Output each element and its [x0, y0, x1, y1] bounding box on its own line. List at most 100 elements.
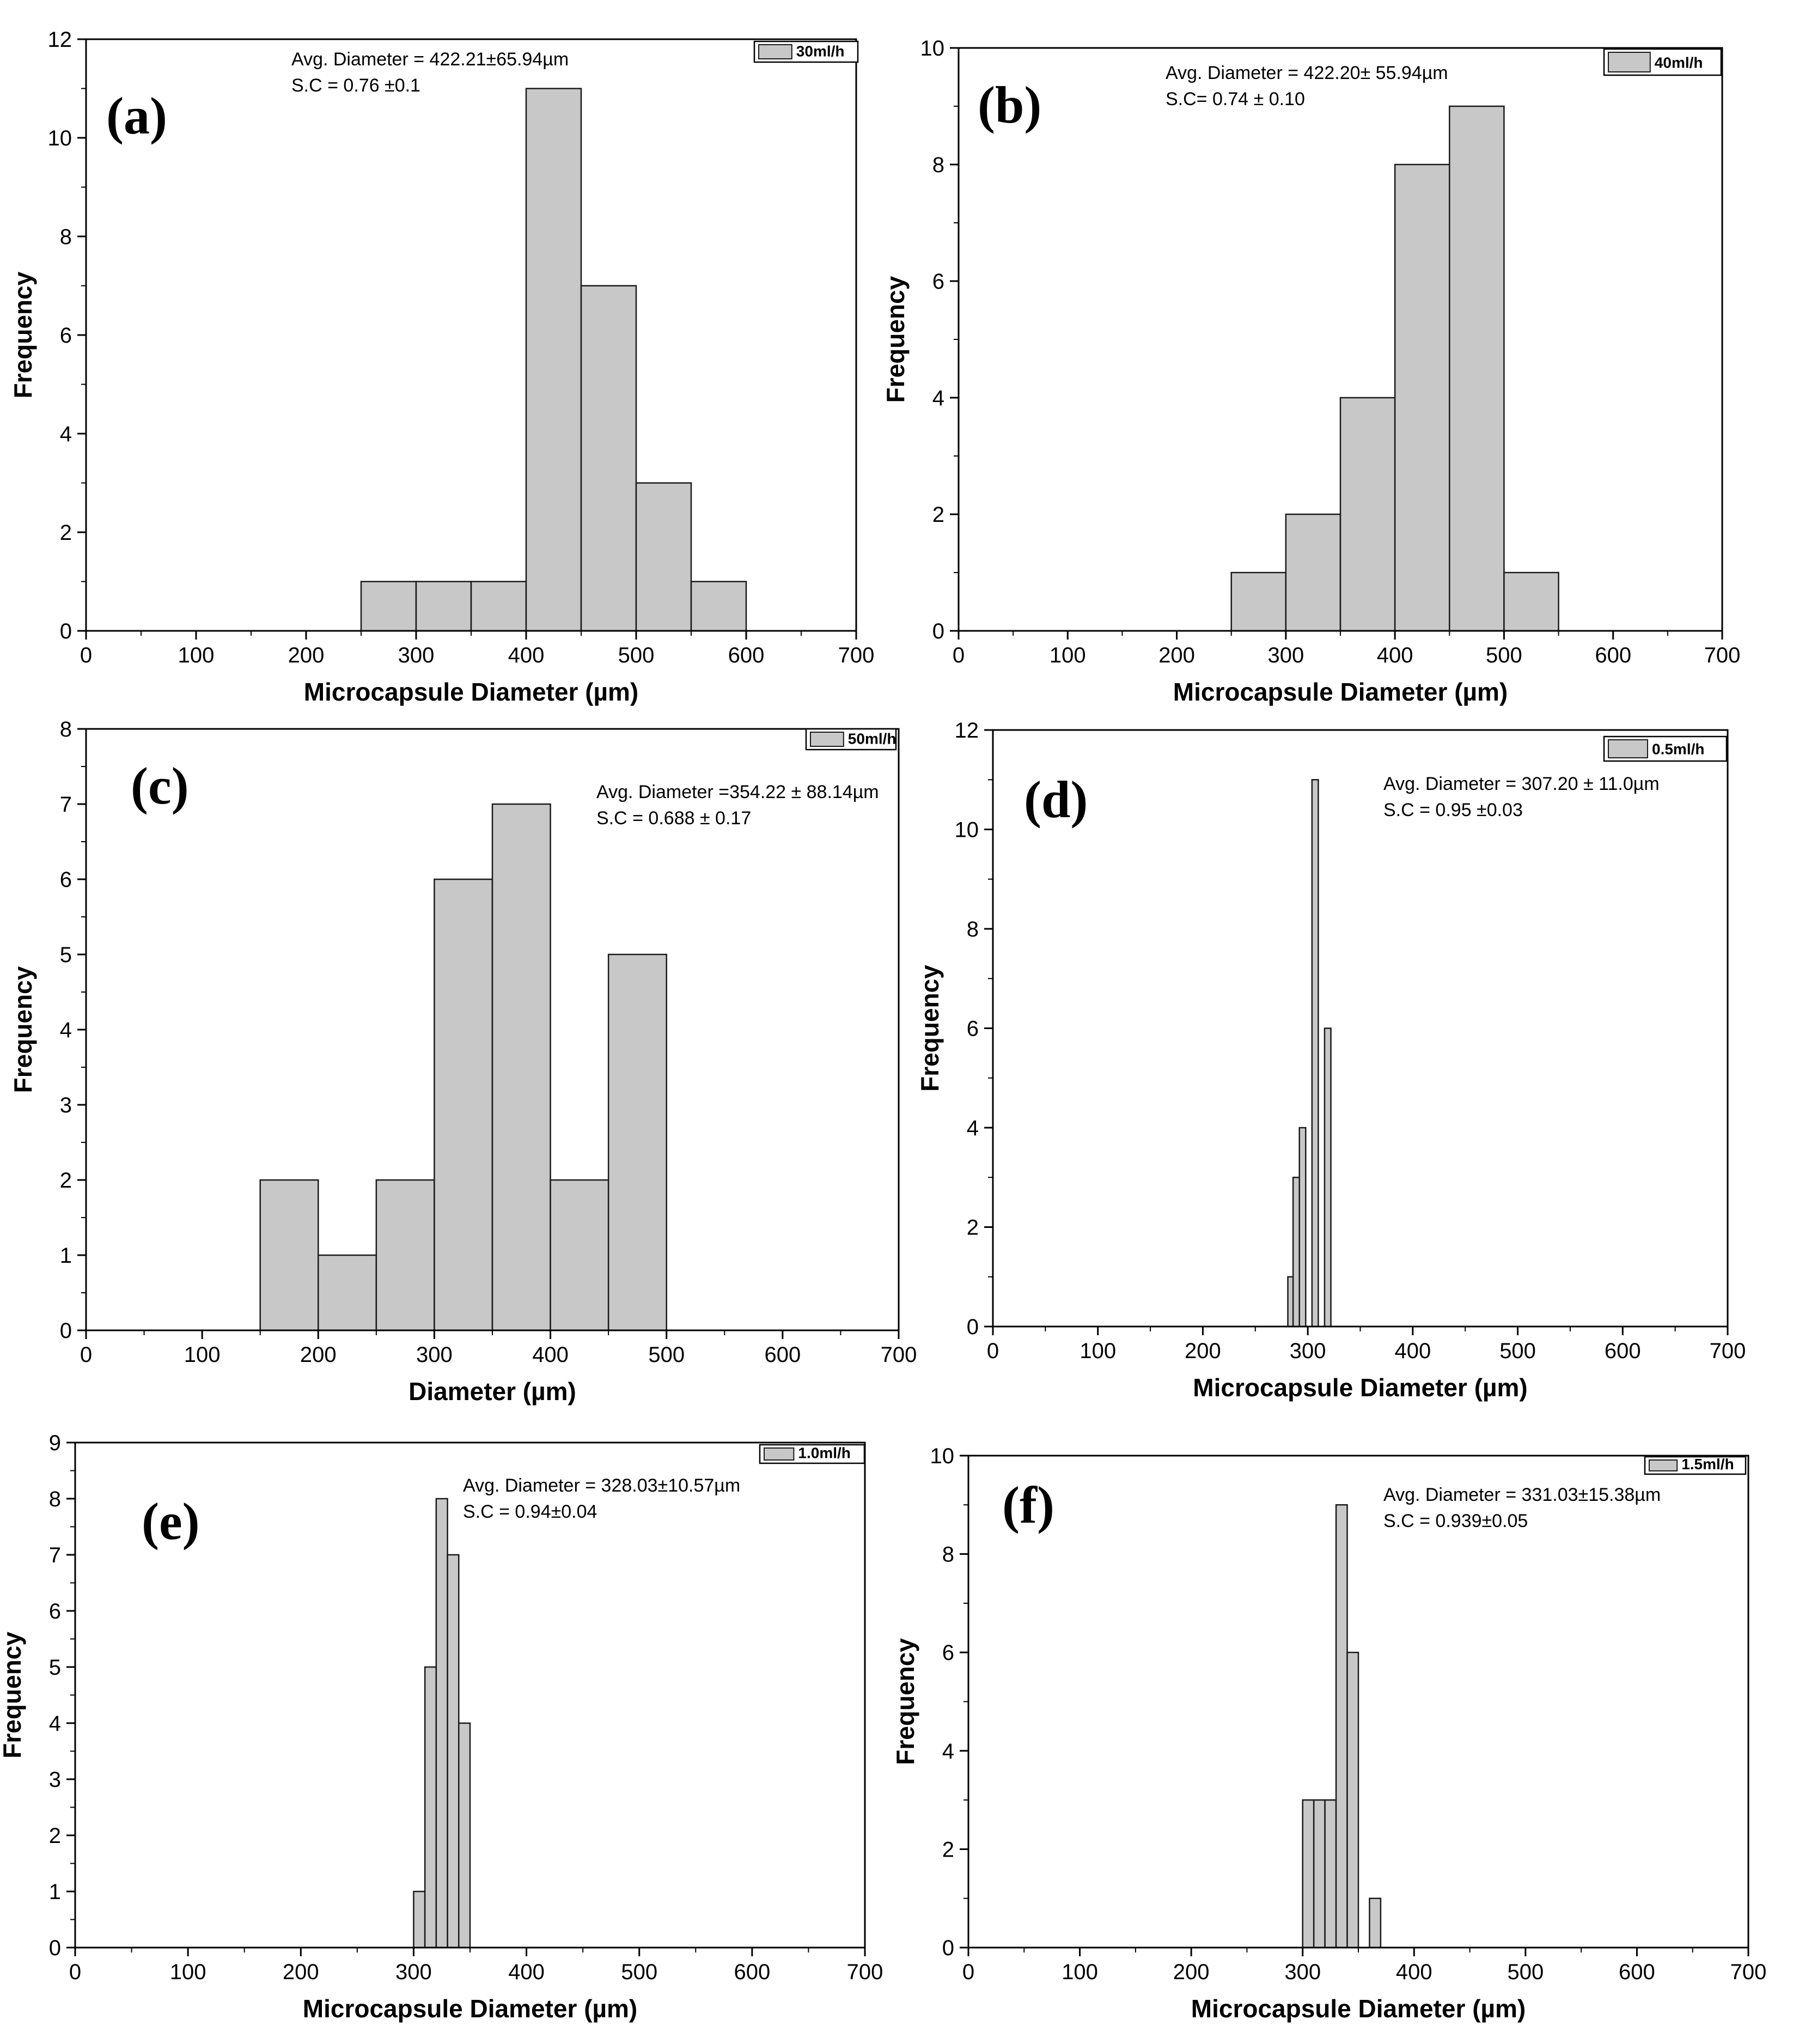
y-tick-label: 4 — [967, 1116, 979, 1140]
histogram-bar — [1324, 1027, 1332, 1328]
y-tick-label: 6 — [967, 1017, 979, 1041]
histogram-bar — [435, 1498, 448, 1949]
x-tick-label: 500 — [1499, 1339, 1536, 1363]
x-tick-label: 500 — [618, 643, 655, 667]
y-tick-label: 10 — [920, 36, 945, 60]
histogram-bar — [1335, 1504, 1348, 1949]
panel-label: (c) — [131, 757, 189, 815]
x-axis-title: Microcapsule Diameter (µm) — [1191, 1994, 1526, 2023]
histogram-bar — [424, 1666, 437, 1949]
x-axis-title: Diameter (µm) — [408, 1377, 576, 1406]
y-tick-label: 12 — [48, 28, 72, 52]
histogram-bar — [1311, 779, 1319, 1328]
y-axis-title: Frequency — [9, 271, 37, 398]
x-tick-label: 200 — [1158, 643, 1195, 667]
x-tick-label: 200 — [1173, 1960, 1210, 1984]
x-axis-title: Microcapsule Diameter (µm) — [1173, 678, 1508, 706]
x-tick-label: 0 — [953, 643, 965, 667]
x-tick-label: 0 — [69, 1960, 81, 1984]
sc-annotation: S.C = 0.939±0.05 — [1383, 1511, 1528, 1531]
y-tick-label: 3 — [49, 1768, 61, 1792]
x-tick-label: 0 — [962, 1960, 974, 1984]
chart-panel-6: 0 100 200 300 400 500 600 700 0 2 4 6 8 10 Microcapsul… — [891, 1444, 1766, 2023]
y-tick-label: 4 — [49, 1712, 61, 1736]
sc-annotation: S.C = 0.688 ± 0.17 — [596, 808, 751, 829]
y-tick-label: 8 — [932, 153, 944, 177]
y-tick-label: 8 — [49, 1487, 61, 1511]
histogram-bar — [690, 581, 747, 632]
legend-swatch — [1608, 739, 1648, 758]
x-tick-label: 600 — [764, 1343, 801, 1367]
x-tick-label: 100 — [1050, 643, 1086, 667]
avg-diameter-annotation: Avg. Diameter = 307.20 ± 11.0µm — [1383, 774, 1660, 794]
x-tick-label: 200 — [288, 643, 325, 667]
y-tick-label: 8 — [967, 917, 979, 941]
y-tick-label: 7 — [60, 793, 72, 817]
y-tick-label: 1 — [60, 1244, 72, 1268]
y-tick-label: 7 — [49, 1543, 61, 1567]
y-tick-label: 0 — [49, 1936, 61, 1960]
x-tick-label: 300 — [1267, 643, 1304, 667]
histogram-bar — [1292, 1177, 1300, 1328]
sc-annotation: S.C = 0.94±0.04 — [463, 1501, 597, 1522]
y-axis-title: Frequency — [881, 276, 910, 403]
histogram-bar — [259, 1179, 319, 1331]
sc-annotation: S.C = 0.76 ±0.1 — [291, 75, 420, 96]
y-tick-label: 10 — [930, 1444, 955, 1468]
x-tick-label: 200 — [300, 1343, 337, 1367]
x-tick-label: 200 — [283, 1960, 319, 1984]
y-tick-label: 2 — [942, 1838, 954, 1862]
y-tick-label: 0 — [967, 1315, 979, 1339]
y-axis-title: Frequency — [891, 1638, 919, 1765]
chart-panel-1: 0 100 200 300 400 500 600 700 0 2 4 6 8 10 12 Microcaps… — [9, 28, 874, 706]
y-tick-label: 2 — [49, 1824, 61, 1848]
plot-frame — [85, 38, 857, 632]
histogram-bar — [1346, 1651, 1359, 1949]
y-tick-label: 6 — [60, 324, 72, 348]
legend-label: 40ml/h — [1655, 54, 1703, 71]
y-tick-label: 10 — [955, 818, 979, 842]
histogram-bar — [1313, 1799, 1326, 1949]
panel-label: (f) — [1002, 1476, 1054, 1534]
x-tick-label: 100 — [170, 1960, 206, 1984]
histogram-bar — [375, 1179, 435, 1331]
x-tick-label: 700 — [838, 643, 875, 667]
y-tick-label: 5 — [60, 943, 72, 967]
legend-label: 1.0ml/h — [798, 1444, 850, 1461]
x-axis-title: Microcapsule Diameter (µm) — [304, 678, 638, 706]
legend-label: 30ml/h — [796, 42, 845, 59]
x-tick-label: 0 — [80, 643, 92, 667]
y-tick-label: 2 — [60, 1169, 72, 1193]
y-tick-label: 0 — [942, 1936, 954, 1960]
x-tick-label: 700 — [1704, 643, 1741, 667]
y-tick-label: 9 — [49, 1431, 61, 1455]
y-tick-label: 8 — [60, 717, 72, 741]
x-tick-label: 500 — [648, 1343, 685, 1367]
histogram-bar — [447, 1554, 460, 1949]
histogram-bar — [458, 1722, 471, 1949]
y-axis-title: Frequency — [916, 965, 944, 1092]
y-tick-label: 4 — [932, 386, 944, 410]
histogram-bar — [1298, 1127, 1307, 1328]
y-tick-label: 6 — [932, 270, 944, 294]
plot-frame — [992, 729, 1729, 1328]
panel-label: (a) — [106, 87, 167, 145]
x-tick-label: 700 — [1710, 1339, 1746, 1363]
x-tick-label: 0 — [80, 1343, 92, 1367]
avg-diameter-annotation: Avg. Diameter = 422.20± 55.94µm — [1166, 63, 1448, 83]
x-axis-title: Microcapsule Diameter (µm) — [1193, 1373, 1527, 1402]
avg-diameter-annotation: Avg. Diameter = 331.03±15.38µm — [1383, 1485, 1661, 1505]
legend-label: 1.5ml/h — [1681, 1456, 1734, 1473]
x-tick-label: 600 — [734, 1960, 770, 1984]
x-tick-label: 700 — [881, 1343, 917, 1367]
histogram-bar — [360, 581, 417, 632]
histogram-bar — [525, 88, 582, 632]
histogram-bar — [1394, 163, 1450, 632]
chart-panel-4: 0 100 200 300 400 500 600 700 0 2 4 6 8 10 12 Microcaps… — [916, 719, 1746, 1402]
x-tick-label: 500 — [621, 1960, 657, 1984]
x-tick-label: 200 — [1185, 1339, 1221, 1363]
panel-label: (e) — [142, 1492, 200, 1550]
x-tick-label: 0 — [987, 1339, 999, 1363]
avg-diameter-annotation: Avg. Diameter = 422.21±65.94µm — [291, 49, 569, 70]
histogram-bar — [1339, 397, 1396, 632]
